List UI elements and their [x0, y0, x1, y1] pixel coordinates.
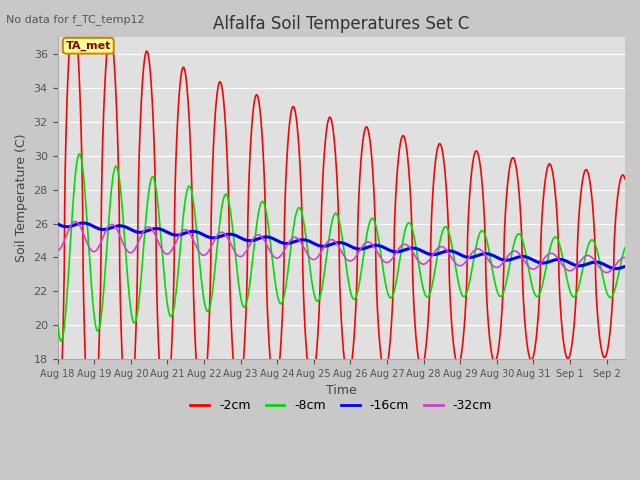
Legend: -2cm, -8cm, -16cm, -32cm: -2cm, -8cm, -16cm, -32cm — [186, 394, 497, 417]
Text: No data for f_TC_temp12: No data for f_TC_temp12 — [6, 14, 145, 25]
Title: Alfalfa Soil Temperatures Set C: Alfalfa Soil Temperatures Set C — [213, 15, 470, 33]
X-axis label: Time: Time — [326, 384, 356, 397]
Y-axis label: Soil Temperature (C): Soil Temperature (C) — [15, 134, 28, 263]
Text: TA_met: TA_met — [65, 41, 111, 51]
